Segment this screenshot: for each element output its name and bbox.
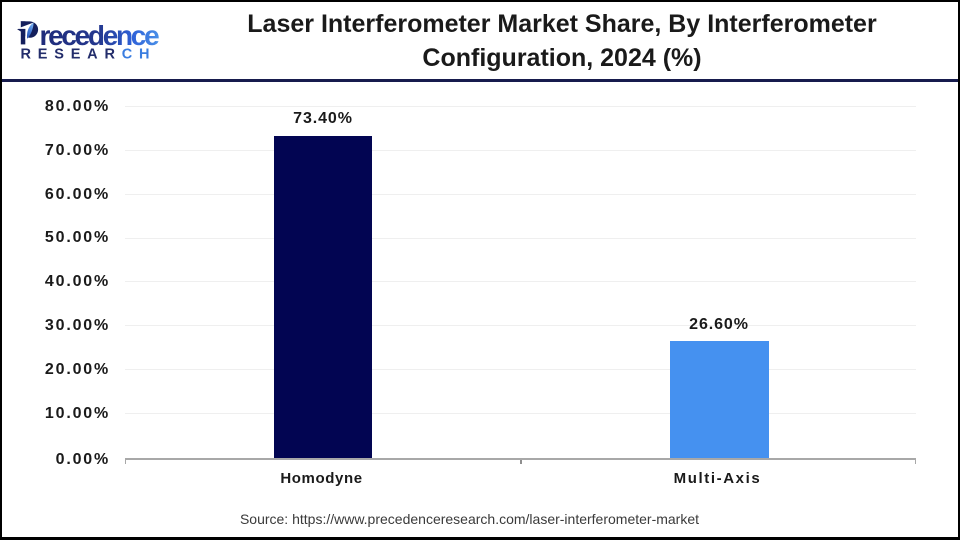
svg-text:RESEARCH: RESEARCH [21,47,157,63]
svg-text:recedence: recedence [40,20,160,51]
